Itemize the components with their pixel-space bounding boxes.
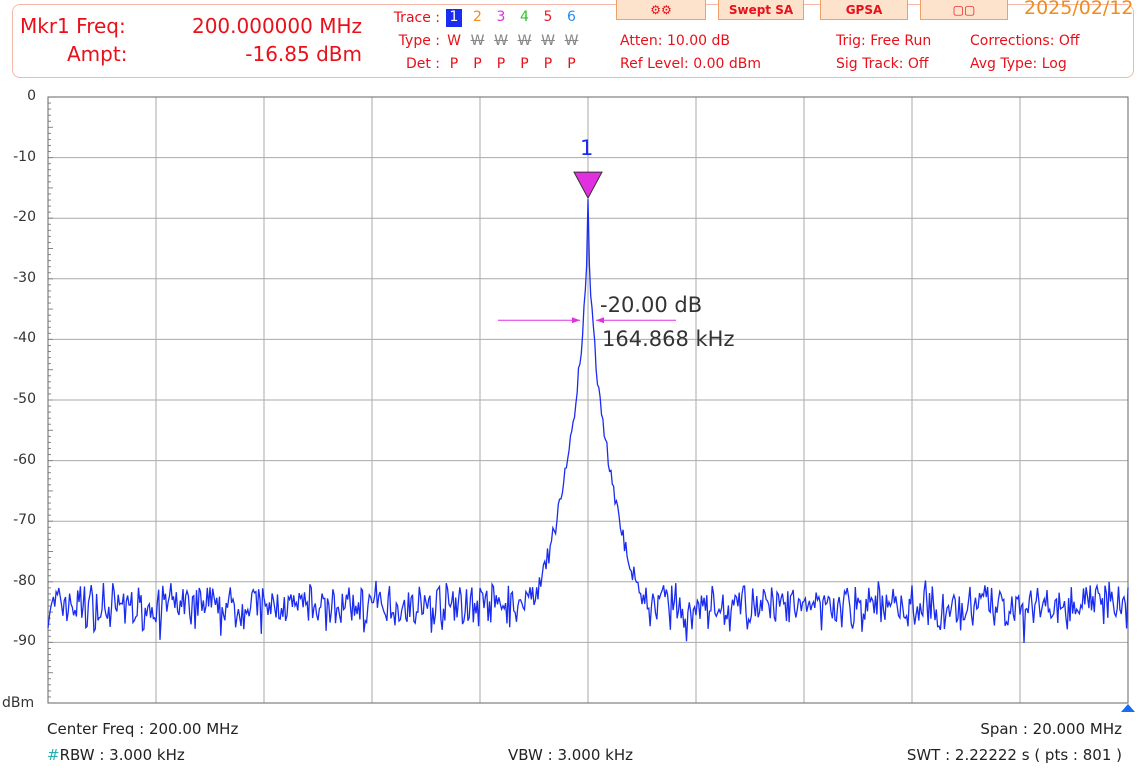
trace-6-det: P [567, 56, 576, 72]
center-freq: Center Freq : 200.00 MHz [47, 720, 239, 738]
marker-1-triangle [573, 171, 603, 200]
marker-ampt-value: -16.85 dBm [245, 42, 362, 66]
settings-gear-button[interactable]: ⚙⚙ [616, 0, 706, 20]
trace-4-det: P [520, 56, 529, 72]
rbw: RBW : 3.000 kHz [59, 746, 185, 764]
trace-2-type: W [470, 33, 485, 49]
trace-2-toggle[interactable]: 2 [473, 9, 482, 25]
trace-3-type: W [494, 33, 508, 49]
ref-level: Ref Level: 0.00 dBm [620, 56, 761, 72]
trace-label: Trace : [393, 10, 440, 26]
corrections: Corrections: Off [970, 33, 1080, 49]
ndb-arrowhead-right [596, 317, 604, 324]
ndb-arrowhead-left [572, 317, 580, 324]
trig: Trig: Free Run [836, 33, 932, 49]
ndb-label: -20.00 dB [600, 293, 703, 317]
marker-number: 1 [580, 136, 594, 160]
atten: Atten: 10.00 dB [620, 33, 730, 49]
trace-5-type: W [541, 33, 555, 49]
trace-6-type: W [564, 33, 579, 49]
type-label: Type : [398, 33, 440, 49]
trace-1-toggle[interactable]: 1 [446, 9, 462, 27]
y-tick-label: -10 [13, 148, 36, 165]
span-indicator-icon [1121, 704, 1135, 712]
det-label: Det : [405, 56, 440, 72]
y-tick-label: -50 [13, 391, 36, 407]
y-tick-label: -90 [13, 633, 36, 650]
y-tick-label: -70 [13, 512, 36, 529]
trace-4-toggle[interactable]: 4 [520, 9, 529, 25]
y-tick-label: -40 [13, 330, 36, 347]
trace-3-det: P [496, 56, 506, 72]
date: 2025/02/12 [1024, 0, 1134, 19]
layout-button[interactable]: ▢▢ [920, 0, 1008, 20]
marker-info-panel [12, 4, 1134, 78]
y-tick-label: -30 [13, 269, 36, 286]
swept-sa-button[interactable]: Swept SA [718, 0, 804, 20]
y-unit-label: dBm [2, 695, 35, 711]
plot-border [47, 96, 1129, 704]
trace-6-toggle[interactable]: 6 [567, 9, 576, 25]
avg-type: Avg Type: Log [970, 56, 1067, 72]
sig-track: Sig Track: Off [836, 56, 929, 72]
y-tick-label: -80 [13, 572, 36, 589]
trace-4-type: W [517, 33, 532, 49]
span: Span : 20.000 MHz [980, 720, 1122, 738]
trace-5-toggle[interactable]: 5 [543, 9, 553, 25]
gear-icon: ⚙⚙ [650, 3, 672, 17]
vbw: VBW : 3.000 kHz [508, 746, 633, 764]
trace-1-type: W [447, 33, 461, 49]
trace-5-det: P [543, 56, 553, 72]
trace-3-toggle[interactable]: 3 [496, 9, 506, 25]
marker-freq-label: Mkr1 Freq: [20, 14, 126, 38]
marker-ampt-label: Ampt: [67, 42, 128, 66]
gpsa-button[interactable]: GPSA [820, 0, 908, 20]
window-layout-icon: ▢▢ [952, 3, 976, 17]
ndb-bandwidth: 164.868 kHz [602, 327, 735, 351]
y-tick-label: -20 [13, 209, 36, 226]
marker-freq-value: 200.000000 MHz [191, 14, 362, 38]
rbw-manual-flag: # [47, 746, 60, 764]
y-tick-label: 0 [27, 88, 36, 104]
y-tick-label: -60 [13, 451, 36, 468]
swt: SWT : 2.22222 s ( pts : 801 ) [906, 746, 1122, 764]
trace-1-det: P [449, 56, 459, 72]
trace-2-det: P [473, 56, 482, 72]
